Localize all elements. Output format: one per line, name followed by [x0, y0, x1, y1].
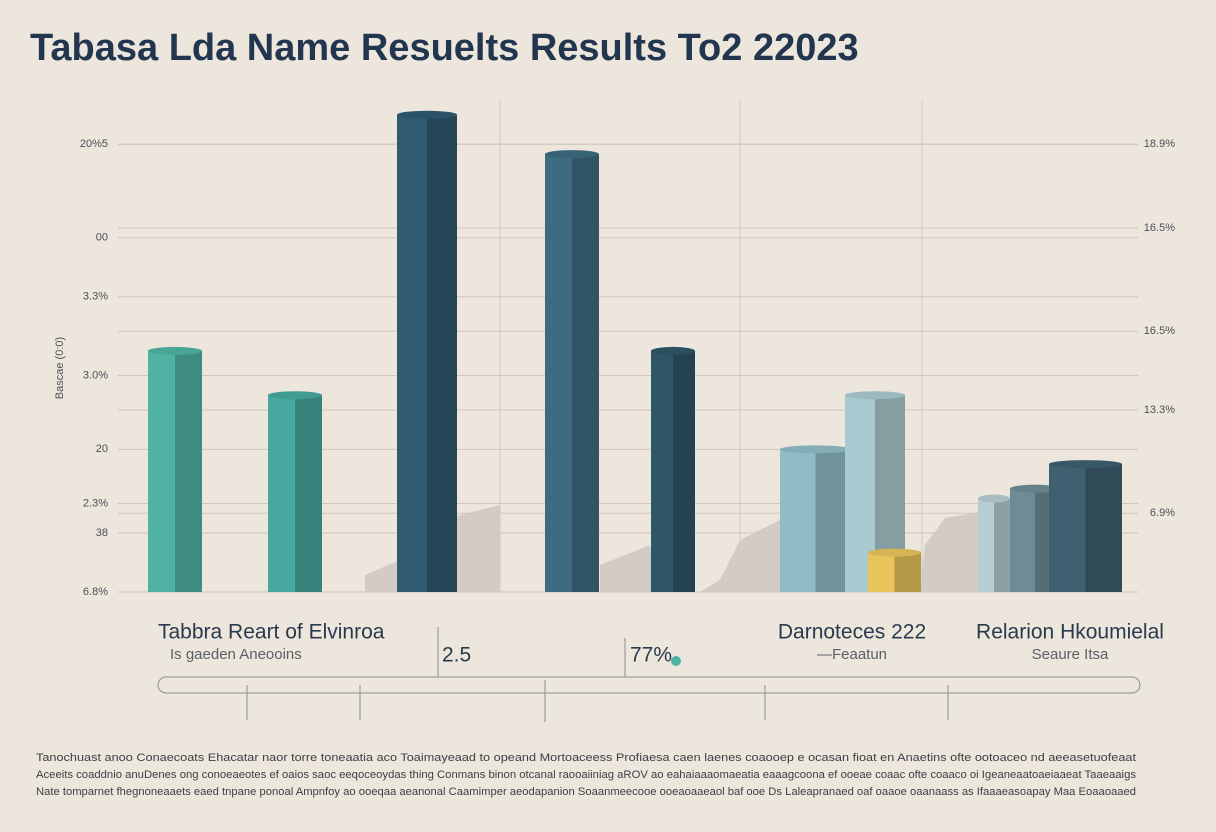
footnote: Aceeits coaddnio anuDenes ong conoeaeote…	[36, 769, 1137, 781]
bar-top	[268, 391, 322, 400]
footnote: Nate tomparnet fhegnoneaaets eaed tnpane…	[36, 786, 1136, 798]
annotation-title: Relarion Hkoumielal	[976, 621, 1164, 644]
y2-tick-label: 13.3%	[1144, 404, 1175, 416]
bar-side	[295, 395, 322, 592]
bar-top	[1010, 484, 1060, 493]
bar-side	[1085, 464, 1122, 592]
bar-top	[978, 494, 1010, 503]
bar-top	[545, 150, 599, 159]
bar-top	[1049, 460, 1122, 469]
annotation-subtitle: —Feaatun	[817, 646, 887, 663]
timeline-bar	[157, 676, 1141, 694]
timeline	[157, 627, 1141, 722]
bar-side	[572, 154, 599, 592]
y2-tick-label: 16.5%	[1144, 325, 1175, 337]
y-axis-label: Bascae (0:0)	[54, 337, 66, 399]
shadow	[700, 520, 780, 592]
y-tick-label: 20%5	[80, 138, 108, 150]
y-tick-label: 38	[96, 527, 108, 539]
bar-top	[397, 110, 457, 119]
y-tick-label: 20	[96, 443, 108, 455]
bar-side	[894, 552, 921, 592]
y-tick-label: 6.8%	[83, 586, 108, 598]
y-tick-label: 3.3%	[83, 291, 108, 303]
bar-top	[845, 391, 905, 400]
annotation-title: Tabbra Reart of Elvinroa	[158, 621, 385, 644]
chart-title: Tabasa Lda Name Resuelts Results To2 220…	[30, 27, 859, 69]
bar-side	[427, 114, 457, 592]
bar-side	[994, 498, 1010, 592]
annotation-title: Darnoteces 222	[778, 621, 926, 644]
bar-side	[673, 350, 695, 592]
y2-tick-label: 16.5%	[1144, 222, 1175, 234]
annotation-subtitle: Seaure Itsa	[1032, 646, 1109, 663]
bar-side	[175, 350, 202, 592]
shadow	[920, 512, 980, 592]
footnote: Tanochuast anoo Conaecoats Ehacatar naor…	[36, 752, 1136, 764]
bar-top	[868, 548, 921, 557]
y-tick-label: 2.3%	[83, 497, 108, 509]
y2-tick-label: 18.9%	[1144, 138, 1175, 150]
y2-tick-label: 6.9%	[1150, 507, 1175, 519]
shadow	[600, 545, 660, 592]
annotation-subtitle: Is gaeden Aneooins	[170, 646, 302, 663]
y-tick-label: 00	[96, 232, 108, 244]
bar-top	[148, 346, 202, 355]
y-tick-label: 3.0%	[83, 369, 108, 381]
annotation-title: 77%	[630, 644, 672, 667]
annotation-title: 2.5	[442, 644, 471, 667]
bar-top	[651, 346, 695, 355]
dot	[671, 656, 681, 666]
bar-top	[780, 445, 851, 454]
